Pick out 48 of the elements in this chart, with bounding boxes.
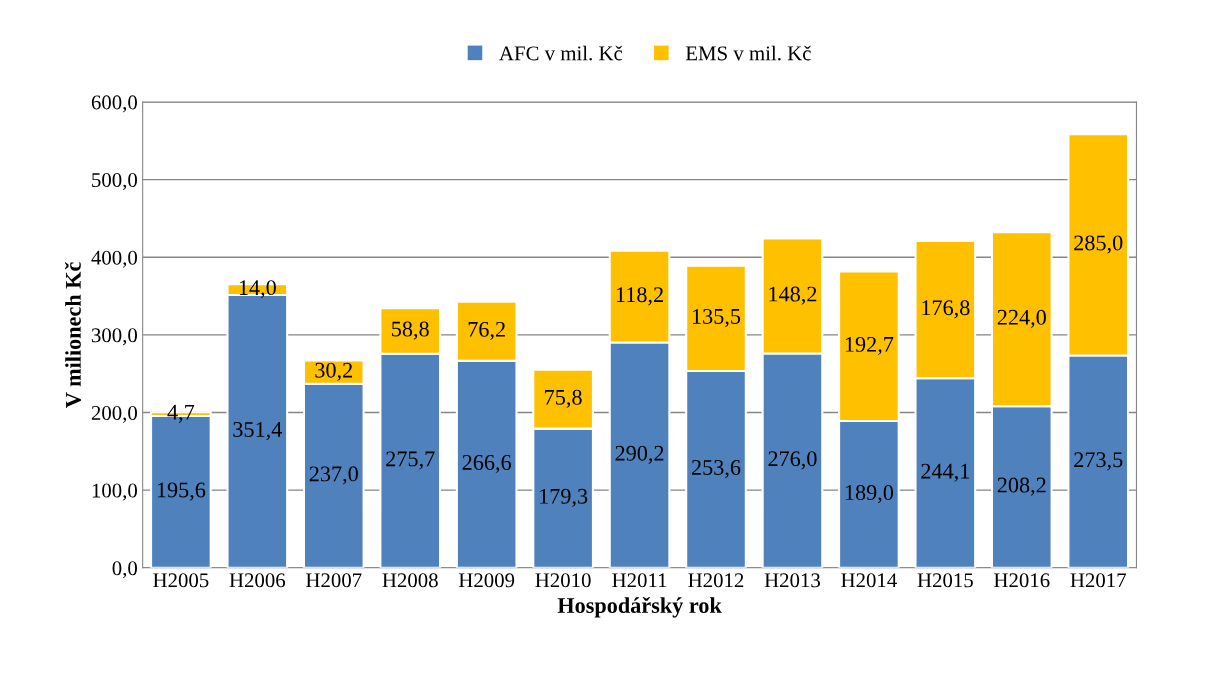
data-label: 195,6: [157, 482, 206, 501]
data-label: 253,6: [691, 459, 741, 479]
x-tick-label: H2015: [917, 573, 973, 588]
x-tick-label: H2016: [994, 573, 1050, 588]
y-tick-label: 200,0: [91, 405, 138, 423]
data-label: 135,5: [692, 308, 741, 328]
x-tick-label: H2006: [229, 573, 286, 588]
legend-label: AFC v mil. Kč: [499, 45, 623, 61]
data-label: 275,7: [386, 451, 435, 470]
data-label: 290,2: [615, 445, 664, 464]
x-tick-label: H2009: [458, 573, 515, 588]
data-label: 224,0: [997, 309, 1046, 328]
y-tick-label: 500,0: [92, 173, 138, 191]
data-label: 76,2: [468, 321, 505, 341]
data-label: 176,8: [922, 300, 970, 319]
data-label: 266,6: [462, 454, 512, 474]
x-tick-label: H2017: [1070, 573, 1126, 588]
data-label: 285,0: [1074, 235, 1123, 254]
data-label: 273,5: [1074, 452, 1123, 471]
data-label: 192,7: [845, 336, 894, 356]
data-label: 30,2: [315, 362, 352, 381]
y-axis-title: V milionech Kč: [64, 262, 81, 408]
y-tick-label: 0,0: [112, 561, 138, 579]
y-tick-label: 600,0: [91, 95, 138, 113]
data-label: 237,0: [309, 466, 358, 485]
data-label: 179,3: [540, 488, 588, 507]
data-label: 189,0: [845, 485, 894, 504]
data-label: 75,8: [545, 389, 582, 408]
data-label: 351,4: [233, 422, 282, 441]
x-tick-label: H2011: [612, 573, 667, 588]
x-tick-label: H2008: [382, 573, 438, 588]
data-label: 276,0: [768, 451, 817, 470]
x-tick-label: H2014: [841, 573, 897, 588]
data-label: 244,1: [921, 463, 970, 482]
x-tick-label: H2013: [764, 573, 820, 588]
x-axis-title: Hospodářský rok: [557, 597, 722, 618]
y-tick-label: 300,0: [91, 328, 138, 346]
legend-label: EMS v mil. Kč: [685, 45, 811, 61]
y-tick-label: 400,0: [91, 250, 138, 268]
x-tick-label: H2007: [306, 573, 362, 588]
x-tick-label: H2012: [688, 573, 744, 588]
data-label: 148,2: [769, 286, 817, 305]
x-tick-label: H2010: [535, 573, 591, 588]
y-tick-label: 100,0: [92, 483, 138, 501]
data-label: 118,2: [616, 287, 663, 306]
data-label: 208,2: [997, 477, 1046, 496]
x-tick-label: H2005: [153, 573, 209, 588]
data-label: 58,8: [392, 321, 429, 340]
